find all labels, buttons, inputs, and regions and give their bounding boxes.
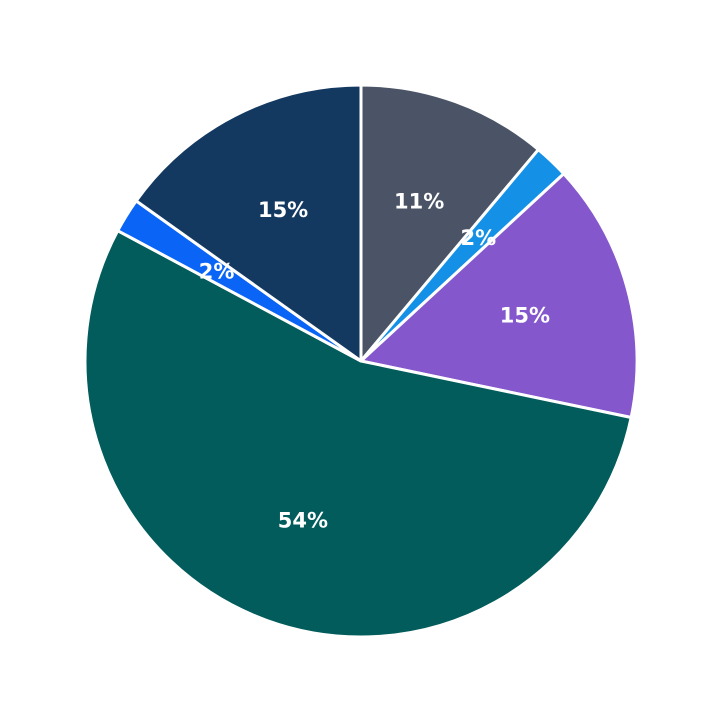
pie-slice-label-2: 2%	[460, 226, 496, 250]
pie-slice-4	[83, 229, 633, 639]
pie-slice-label-6: 15%	[258, 198, 308, 222]
pie-slice-label-5: 2%	[199, 259, 235, 283]
pie-slice-label-1: 11%	[394, 189, 444, 213]
pie-slice-label-4: 54%	[278, 509, 328, 533]
pie-labels: 11% 2% 15% 54% 2% 15%	[199, 189, 550, 532]
pie-slice-label-3: 15%	[500, 304, 550, 328]
pie-slice-6	[134, 83, 363, 363]
pie-slices	[83, 83, 639, 639]
pie-slice-1	[359, 83, 540, 363]
pie-slice-3	[359, 172, 639, 420]
